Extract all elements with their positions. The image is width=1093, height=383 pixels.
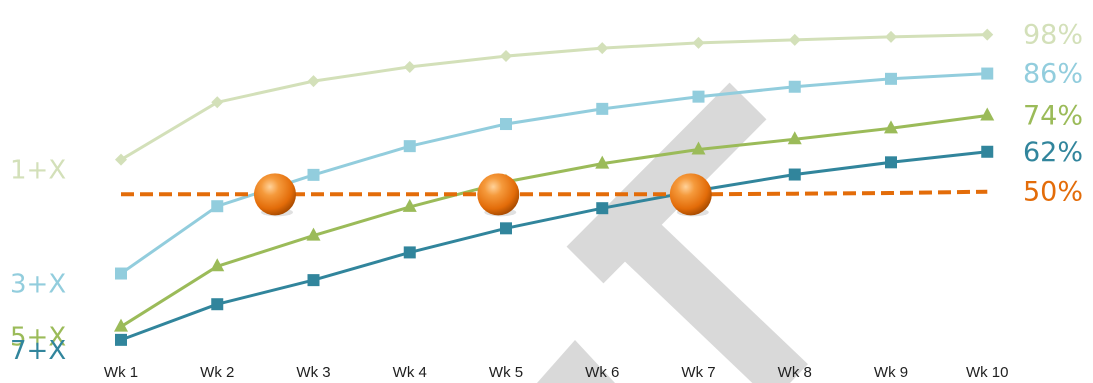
series-1-point-7 <box>692 90 705 103</box>
x-tick-label-2: Wk 2 <box>200 364 234 381</box>
series-1-point-2 <box>211 200 224 213</box>
x-tick-label-9: Wk 9 <box>874 364 908 381</box>
series-line-3 <box>120 150 988 342</box>
watermark-head <box>622 221 808 383</box>
highlight-ball-1 <box>254 173 296 216</box>
series-1-point-1 <box>115 267 127 280</box>
end-label-2: 74% <box>1023 100 1083 131</box>
series-2-point-4 <box>402 198 417 212</box>
series-3-point-1 <box>115 333 127 346</box>
x-tick-label-8: Wk 8 <box>778 364 812 381</box>
label-layer: 98% 1+X 86% 3+X 74% 5+X 62% 7+X 50% Wk 1 Wk 2 Wk 3 W… <box>10 20 1083 381</box>
x-tick-label-4: Wk 4 <box>393 364 427 381</box>
end-label-4: 50% <box>1023 177 1083 208</box>
series-3-point-2 <box>211 298 224 311</box>
series-0-point-7 <box>692 36 705 49</box>
series-0-point-3 <box>307 75 320 88</box>
watermark-handle <box>566 82 767 284</box>
series-2-point-1 <box>114 318 128 332</box>
x-tick-label-1: Wk 1 <box>104 364 138 381</box>
x-tick-label-3: Wk 3 <box>296 364 330 381</box>
watermark-tip <box>537 340 615 383</box>
end-label-0: 98% <box>1023 20 1083 51</box>
series-3-point-8 <box>788 168 801 181</box>
end-label-1: 86% <box>1023 59 1083 90</box>
watermark-hammer <box>537 82 808 383</box>
series-layer <box>114 28 995 346</box>
series-0-point-9 <box>885 30 897 43</box>
x-tick-label-5: Wk 5 <box>489 364 523 381</box>
highlight-ball-3 <box>669 173 712 216</box>
row-label-0: 1+X <box>10 156 66 186</box>
series-0-point-1 <box>115 153 127 166</box>
x-tick-label-6: Wk 6 <box>585 364 619 381</box>
series-0-point-8 <box>788 33 801 46</box>
series-1-point-5 <box>500 118 512 131</box>
series-0-point-4 <box>403 60 416 73</box>
series-2-point-7 <box>691 141 706 155</box>
series-2-point-9 <box>884 120 898 134</box>
series-1-point-6 <box>596 102 609 115</box>
series-2-point-2 <box>210 258 225 272</box>
series-3-point-10 <box>981 145 994 158</box>
series-line-0 <box>120 33 988 161</box>
series-3-point-3 <box>307 274 320 287</box>
series-1-point-8 <box>788 80 801 93</box>
row-label-3: 7+X <box>10 336 66 366</box>
series-1-point-3 <box>307 168 320 181</box>
series-0-point-10 <box>981 28 994 41</box>
series-line-2 <box>120 114 988 328</box>
row-label-1: 3+X <box>10 270 66 300</box>
series-0-point-2 <box>211 96 224 109</box>
series-3-point-4 <box>403 246 416 259</box>
series-1-point-9 <box>885 72 897 85</box>
series-3-point-6 <box>596 202 609 215</box>
series-3-point-9 <box>885 156 897 169</box>
series-2-point-3 <box>306 227 321 241</box>
end-label-3: 62% <box>1023 137 1083 168</box>
series-2-point-6 <box>595 155 610 169</box>
series-2-point-10 <box>980 107 995 121</box>
series-3-point-5 <box>500 222 512 235</box>
row-label-2: 5+X <box>10 323 66 353</box>
x-tick-label-7: Wk 7 <box>681 364 715 381</box>
series-0-point-6 <box>596 42 609 55</box>
highlight-layer <box>254 173 712 217</box>
series-0-point-5 <box>500 50 512 63</box>
highlight-ball-2 <box>477 173 520 216</box>
x-tick-label-10: Wk 10 <box>966 364 1009 381</box>
series-1-point-4 <box>403 140 416 153</box>
series-2-point-8 <box>787 131 802 145</box>
series-1-point-10 <box>981 67 994 80</box>
